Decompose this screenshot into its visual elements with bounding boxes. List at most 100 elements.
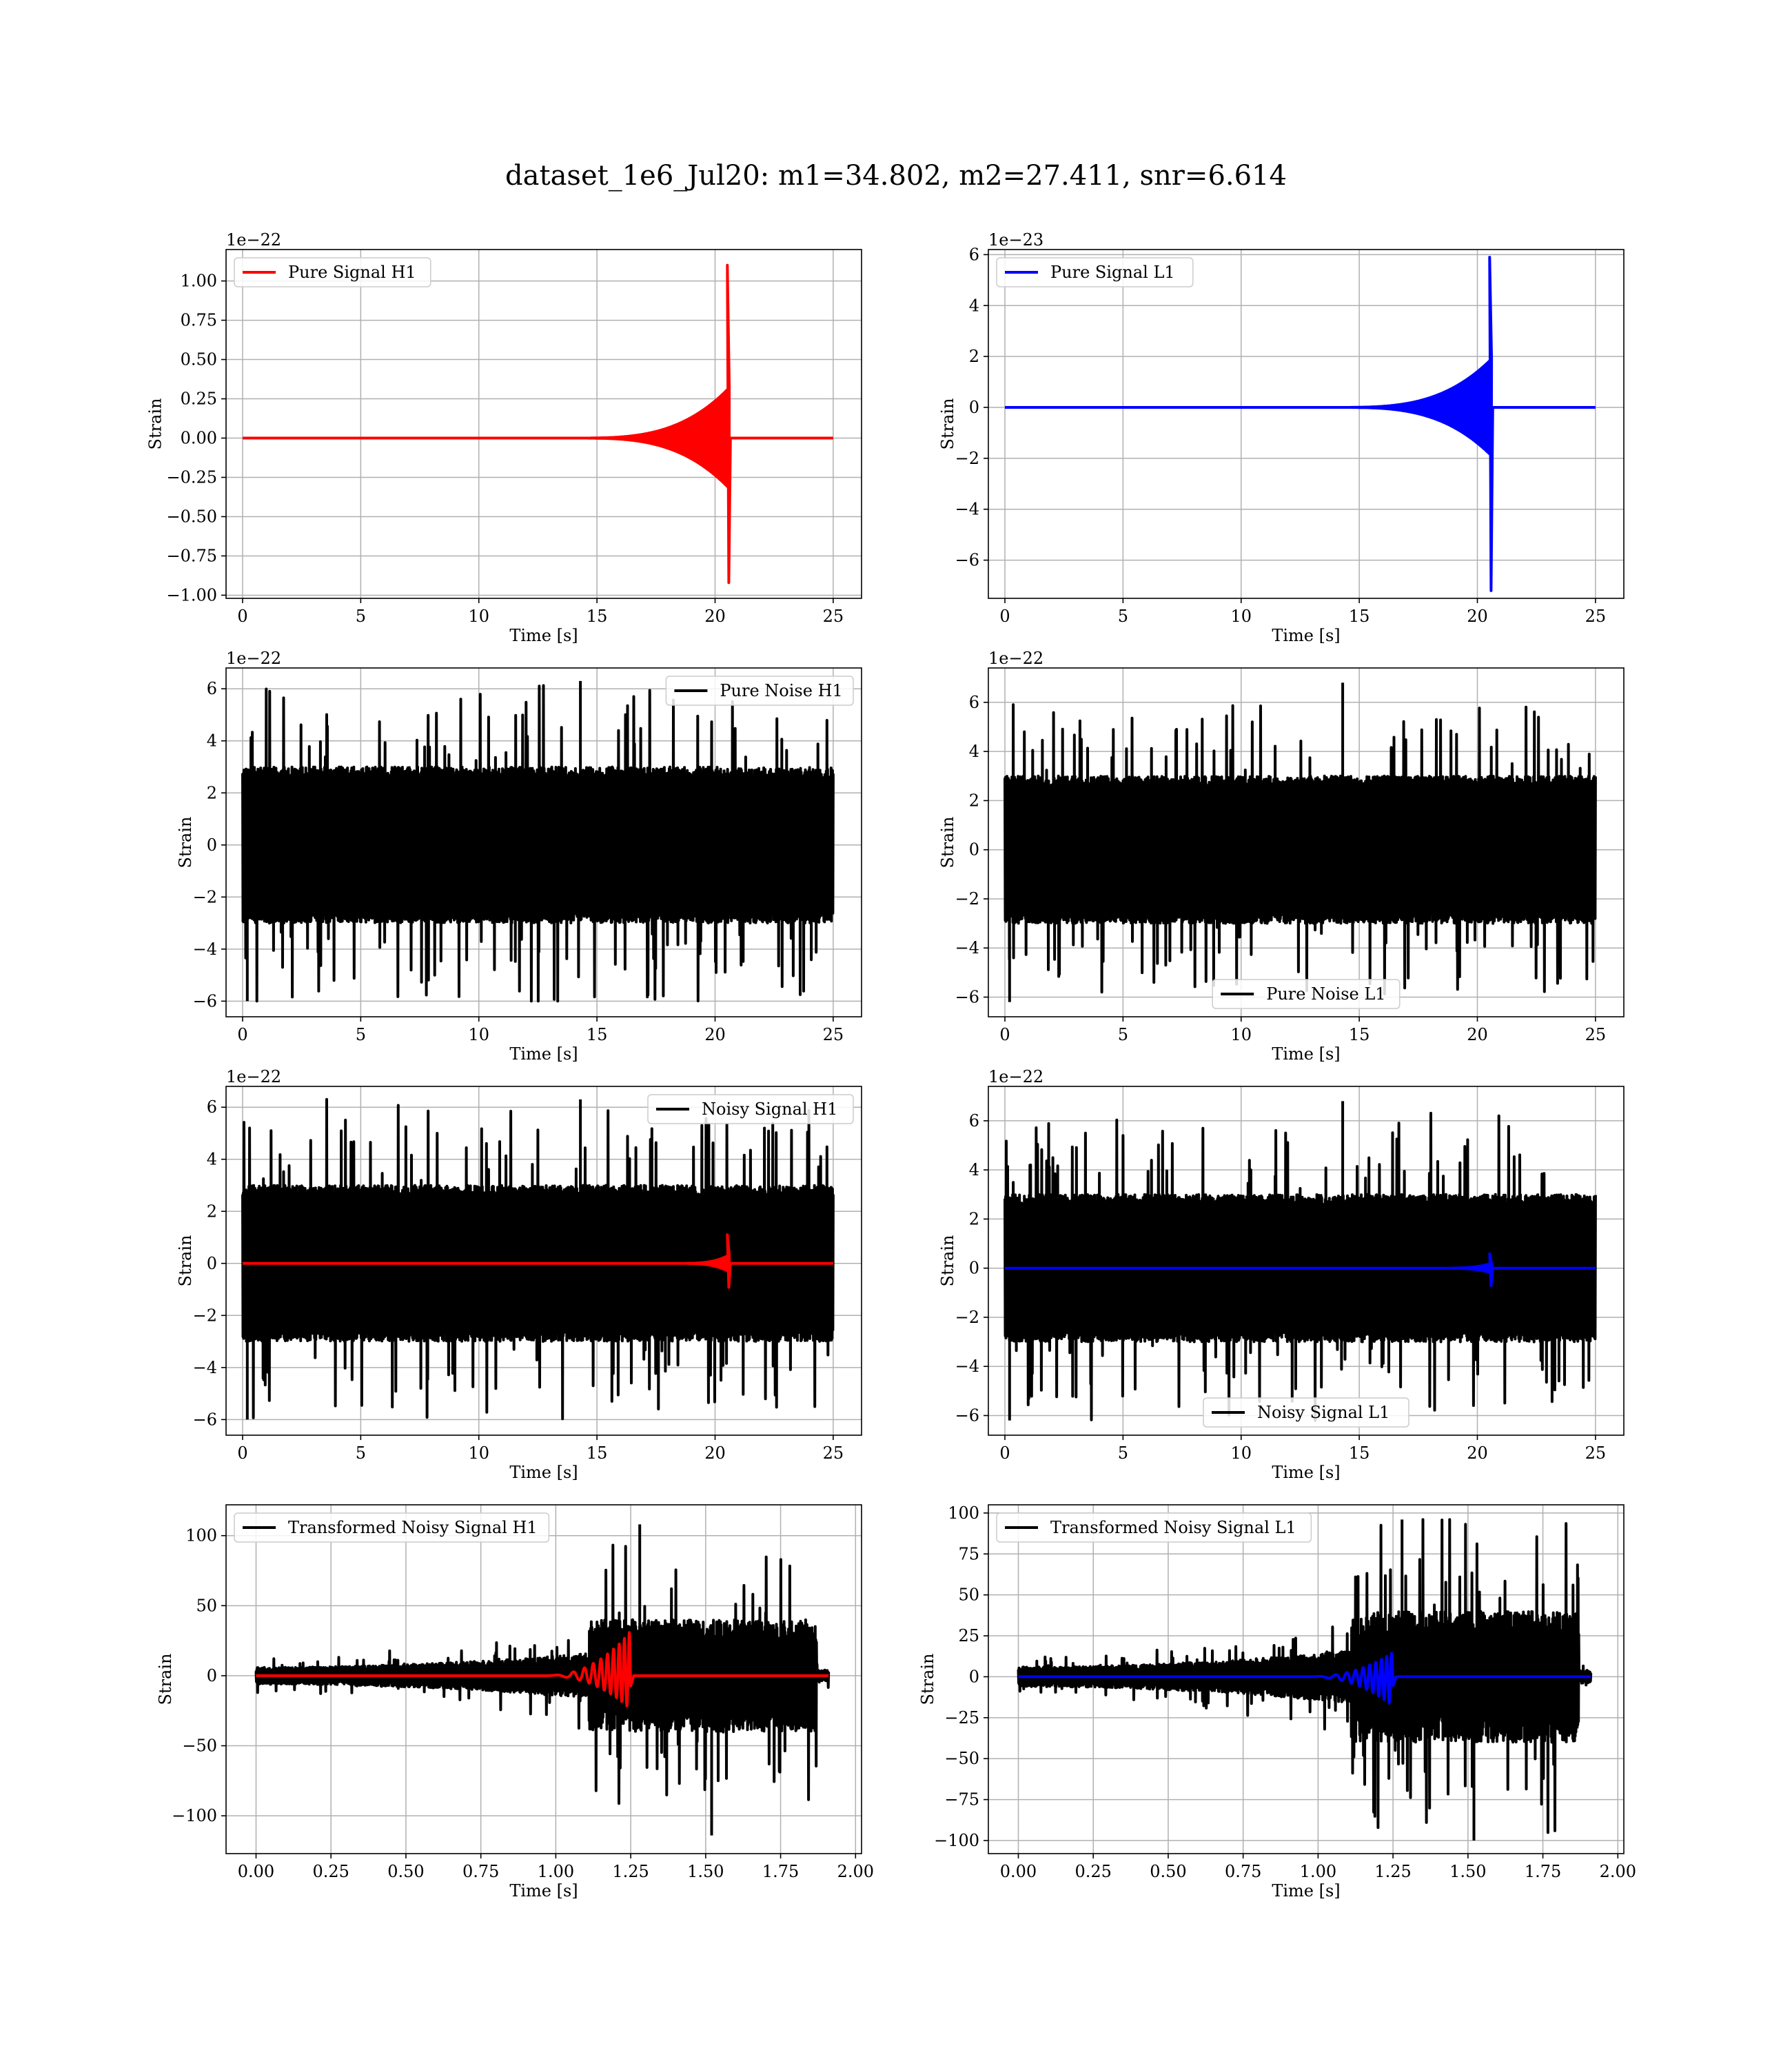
x-tick-label: 1.50: [1449, 1862, 1486, 1881]
x-tick-label: 10: [468, 1025, 489, 1044]
x-axis-label: Time [s]: [1272, 1881, 1340, 1900]
offset-text: 1e−22: [226, 230, 281, 250]
y-tick-label: 0.25: [181, 389, 217, 409]
series-line-primary: [1005, 256, 1596, 592]
y-tick-label: 75: [958, 1544, 979, 1563]
x-axis-label: Time [s]: [1272, 1044, 1340, 1064]
legend-frame: [1212, 979, 1401, 1009]
series-line-overlay: [243, 1233, 833, 1289]
legend-frame: [996, 1512, 1312, 1543]
legend: Pure Noise L1: [1212, 979, 1401, 1009]
x-axis-label: Time [s]: [509, 1044, 578, 1064]
series-line-primary: [1017, 1518, 1593, 1841]
x-tick-label: 1.75: [762, 1862, 799, 1881]
y-tick-label: −4: [955, 938, 979, 957]
y-tick-label: 6: [969, 1111, 979, 1131]
y-tick-label: 0: [969, 1259, 979, 1278]
legend-label: Pure Signal H1: [288, 263, 416, 282]
x-tick-label: 25: [823, 607, 844, 626]
y-tick-label: −6: [193, 991, 217, 1011]
offset-text: 1e−22: [226, 649, 281, 668]
y-tick-label: 0: [207, 1254, 217, 1273]
legend-frame: [647, 1094, 854, 1124]
x-tick-label: 25: [1585, 607, 1607, 626]
legend: Pure Signal H1: [234, 257, 431, 287]
x-tick-label: 1.00: [1300, 1862, 1336, 1881]
x-axis-label: Time [s]: [1272, 626, 1340, 645]
series-group: [241, 680, 835, 1003]
y-tick-label: −2: [193, 887, 217, 906]
y-tick-label: 6: [207, 679, 217, 698]
axes-frame: [225, 1086, 862, 1436]
panel-transformed-noisy-signal-l1: 0.00 0.25 0.50 0.75 1.00 1.25 1.50 1.75 2.00 −100…: [918, 1503, 1636, 1900]
series-line-overlay: [1005, 1252, 1596, 1288]
series-line-overlay: [1018, 1652, 1591, 1705]
axes-frame: [225, 249, 862, 599]
x-tick-label: 5: [356, 607, 366, 626]
x-tick-label: 0.25: [1075, 1862, 1111, 1881]
y-tick-label: −4: [955, 500, 979, 519]
x-tick-label: 0.50: [1150, 1862, 1186, 1881]
y-axis-label: Strain: [146, 398, 165, 450]
y-tick-label: 100: [185, 1526, 217, 1545]
legend: Noisy Signal H1: [647, 1094, 854, 1124]
axes-frame: [225, 667, 862, 1017]
y-tick-label: −6: [955, 551, 979, 570]
y-tick-label: 4: [969, 742, 979, 761]
panel-pure-signal-l1: 0 5 10 15 20 25 −6 −4 −2 0 2 4 6 Time [s] Strain 1e−23 P…: [938, 230, 1625, 645]
panels: 0 5 10 15 20 25−1.00−0.75−0.50−0.250.000.250.…: [146, 230, 1637, 1900]
axes-frame: [988, 667, 1625, 1017]
x-tick-label: 25: [823, 1025, 844, 1044]
y-tick-label: −0.50: [166, 507, 217, 526]
y-tick-label: −2: [193, 1306, 217, 1325]
x-tick-label: 0: [237, 607, 247, 626]
legend: Pure Signal L1: [996, 257, 1194, 287]
panel-pure-signal-h1: 0 5 10 15 20 25 −1.00 −0.75 −0.50 −0.25 0.00 0.25 0.…: [146, 230, 862, 645]
x-tick-label: 0.00: [238, 1862, 274, 1881]
y-axis-label: Strain: [938, 817, 957, 869]
x-tick-label: 2.00: [837, 1862, 874, 1881]
y-axis-label: Strain: [176, 817, 195, 869]
x-tick-label: 15: [587, 607, 608, 626]
x-tick-label: 0: [237, 1443, 247, 1463]
series-group: [243, 263, 833, 585]
x-tick-label: 10: [1230, 1443, 1252, 1463]
x-tick-label: 20: [1467, 1443, 1488, 1463]
axes-frame: [988, 1504, 1625, 1854]
y-axis-label: Strain: [938, 1235, 957, 1287]
series-line-primary: [1004, 1101, 1597, 1422]
series-group: [241, 1097, 835, 1421]
y-tick-label: −1.00: [166, 585, 217, 605]
x-tick-label: 25: [823, 1443, 844, 1463]
x-tick-label: 20: [704, 1443, 726, 1463]
y-tick-label: 50: [196, 1596, 217, 1615]
x-axis-label: Time [s]: [509, 1881, 578, 1900]
series-group: [254, 1524, 831, 1836]
y-tick-label: 0: [969, 840, 979, 860]
x-tick-label: 2.00: [1600, 1862, 1636, 1881]
legend-frame: [996, 257, 1194, 287]
x-tick-label: 20: [704, 607, 726, 626]
legend: Noisy Signal L1: [1203, 1397, 1409, 1428]
y-tick-label: −0.25: [166, 467, 217, 487]
y-tick-label: 4: [207, 731, 217, 751]
y-axis-label: Strain: [918, 1654, 937, 1705]
x-tick-label: 15: [1349, 1443, 1370, 1463]
y-tick-label: 0.75: [181, 311, 217, 330]
legend-label: Transformed Noisy Signal H1: [288, 1518, 538, 1537]
series-line-overlay: [256, 1631, 829, 1707]
x-tick-label: 20: [704, 1025, 726, 1044]
y-tick-label: 0: [207, 835, 217, 855]
plot-area: [226, 250, 862, 598]
y-tick-label: 2: [207, 783, 217, 802]
x-axis-label: Time [s]: [509, 1463, 578, 1482]
y-tick-label: −100: [172, 1806, 217, 1825]
y-tick-label: −6: [955, 987, 979, 1006]
y-tick-label: 0: [969, 1667, 979, 1686]
y-tick-label: 0.00: [181, 429, 217, 448]
y-tick-label: 4: [207, 1150, 217, 1169]
x-tick-label: 15: [1349, 1025, 1370, 1044]
y-tick-label: 6: [207, 1097, 217, 1117]
x-tick-label: 1.50: [687, 1862, 724, 1881]
legend: Transformed Noisy Signal L1: [996, 1512, 1312, 1543]
